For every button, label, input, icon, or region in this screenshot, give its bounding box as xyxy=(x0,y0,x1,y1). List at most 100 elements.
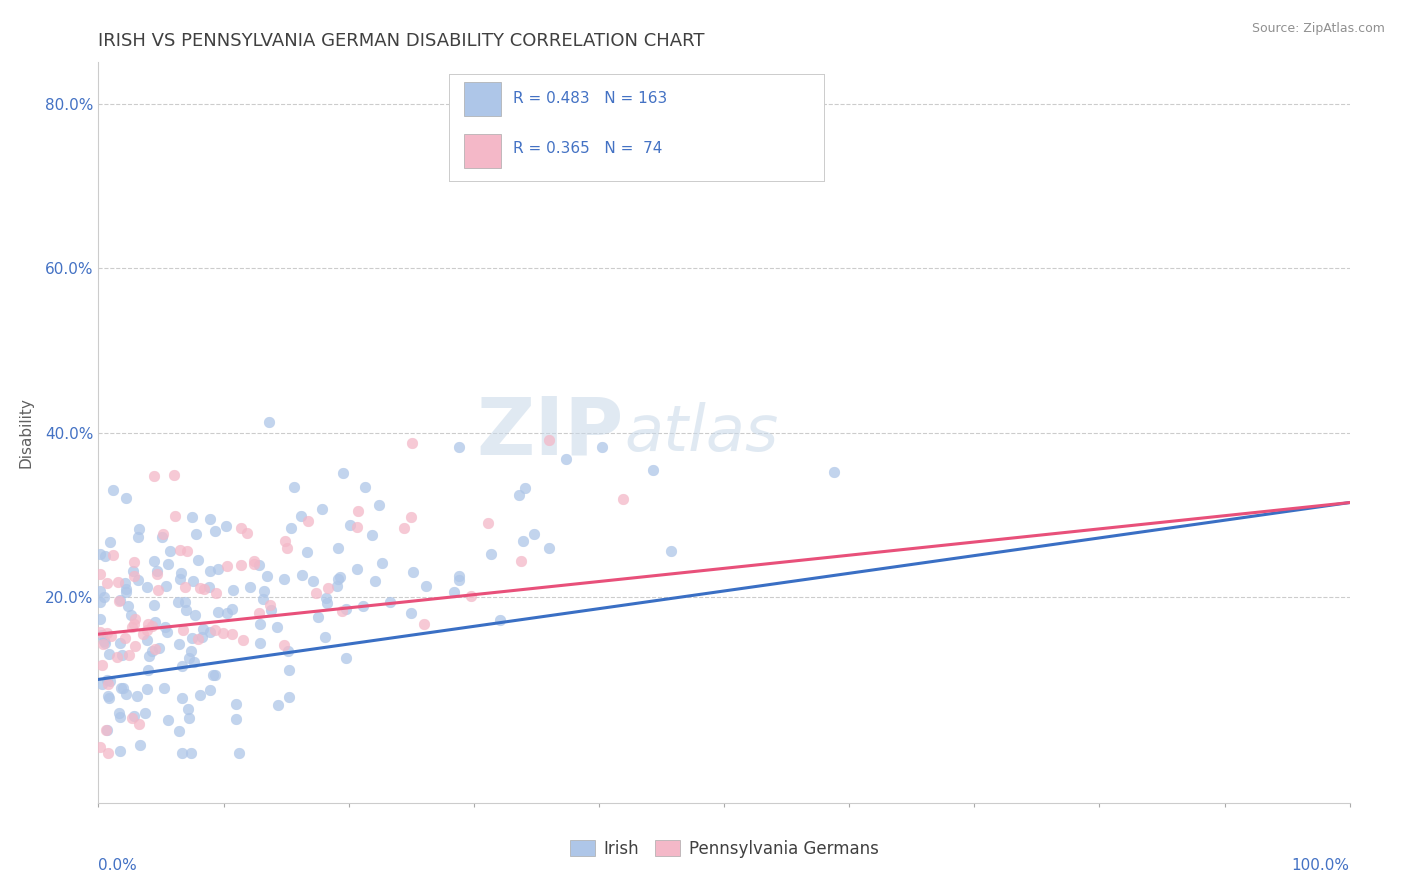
Point xyxy=(114,632,136,646)
Point xyxy=(198,625,221,640)
Point xyxy=(129,738,152,752)
Point xyxy=(172,623,194,637)
Point xyxy=(167,637,190,651)
Point xyxy=(347,504,370,518)
Point xyxy=(167,595,190,609)
Point xyxy=(135,624,157,638)
Point xyxy=(238,580,260,594)
Point xyxy=(115,491,138,505)
Point xyxy=(508,488,530,502)
Point xyxy=(148,640,170,655)
Point xyxy=(229,558,252,573)
Point xyxy=(107,574,129,589)
Point xyxy=(174,594,197,608)
Point xyxy=(326,578,349,592)
Point xyxy=(177,711,200,725)
Point xyxy=(181,574,204,589)
Point xyxy=(167,723,190,738)
Point xyxy=(165,509,187,524)
Point xyxy=(537,434,560,448)
Point xyxy=(204,623,226,637)
Point xyxy=(266,698,288,712)
Text: ZIP: ZIP xyxy=(477,393,624,472)
Point xyxy=(401,606,423,620)
Point xyxy=(108,706,131,720)
Point xyxy=(295,545,318,559)
Point xyxy=(247,558,270,572)
Point xyxy=(447,440,470,454)
Text: IRISH VS PENNSYLVANIA GERMAN DISABILITY CORRELATION CHART: IRISH VS PENNSYLVANIA GERMAN DISABILITY … xyxy=(98,32,704,50)
Point xyxy=(360,527,382,541)
Point xyxy=(346,562,368,576)
Point xyxy=(291,568,314,582)
Point xyxy=(415,579,437,593)
Point xyxy=(401,436,423,450)
Point xyxy=(413,617,436,632)
Point xyxy=(207,561,229,575)
Point xyxy=(169,572,191,586)
Point xyxy=(96,625,118,640)
Point xyxy=(339,517,361,532)
Text: atlas: atlas xyxy=(624,401,779,464)
Point xyxy=(97,677,120,691)
Point xyxy=(121,565,143,579)
Point xyxy=(177,650,200,665)
Point xyxy=(198,564,221,578)
Point xyxy=(91,638,114,652)
Y-axis label: Disability: Disability xyxy=(18,397,34,468)
Point xyxy=(100,629,122,643)
Point xyxy=(128,717,150,731)
Point xyxy=(222,583,245,598)
Point xyxy=(127,530,149,544)
Point xyxy=(554,451,576,466)
Point xyxy=(191,630,214,644)
Point xyxy=(204,668,226,682)
Point xyxy=(394,520,416,534)
Point xyxy=(204,524,226,538)
Point xyxy=(443,585,465,599)
Point xyxy=(273,638,295,652)
Point xyxy=(236,525,259,540)
Point xyxy=(89,740,111,755)
Point xyxy=(101,548,124,562)
Point xyxy=(198,682,221,697)
Point xyxy=(93,549,115,563)
Point xyxy=(89,566,111,581)
Point xyxy=(127,574,149,588)
Point xyxy=(523,527,546,541)
Point xyxy=(89,611,111,625)
Point xyxy=(91,657,114,672)
Point xyxy=(278,690,301,704)
Point xyxy=(509,554,531,568)
Point xyxy=(132,627,155,641)
Point xyxy=(93,590,115,604)
Point xyxy=(97,689,120,703)
Point xyxy=(537,541,560,555)
Point xyxy=(184,607,207,622)
Point xyxy=(169,543,191,558)
Point xyxy=(266,619,288,633)
Point xyxy=(225,712,247,726)
Point xyxy=(150,530,173,544)
Point xyxy=(96,673,118,687)
Point xyxy=(225,697,247,711)
Point xyxy=(402,565,425,579)
Point xyxy=(89,595,111,609)
Point xyxy=(170,659,193,673)
Point xyxy=(136,663,159,677)
Text: 0.0%: 0.0% xyxy=(98,858,138,873)
Point xyxy=(108,594,131,608)
Point xyxy=(612,491,634,506)
Legend: Irish, Pennsylvania Germans: Irish, Pennsylvania Germans xyxy=(562,833,886,865)
Point xyxy=(157,557,180,571)
Point xyxy=(136,617,159,632)
Point xyxy=(91,628,114,642)
Point xyxy=(477,516,499,530)
Point xyxy=(260,603,283,617)
Point xyxy=(108,636,131,650)
Point xyxy=(316,597,339,611)
Point xyxy=(315,591,337,606)
Point xyxy=(114,575,136,590)
Point xyxy=(91,677,114,691)
Point xyxy=(643,463,665,477)
